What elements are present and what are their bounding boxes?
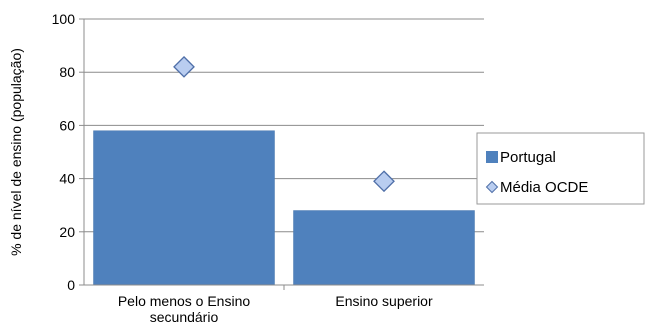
y-tick-labels: 0 20 40 60 80 100	[52, 11, 76, 293]
legend: Portugal Média OCDE	[485, 149, 588, 196]
axes	[83, 19, 484, 290]
markers	[173, 55, 395, 193]
legend-swatch-media-ocde	[485, 180, 499, 194]
legend-swatch-portugal	[486, 151, 498, 163]
y-tick-label: 0	[67, 277, 75, 293]
y-axis-label: % de nível de ensino (população)	[8, 48, 24, 256]
x-tick-label: Ensino superior	[335, 293, 433, 309]
y-tick-label: 60	[59, 117, 75, 133]
legend-box	[476, 132, 645, 205]
marker-media-ocde	[173, 55, 195, 78]
bar-portugal	[93, 130, 275, 286]
x-tick-label: Pelo menos o Ensino	[118, 293, 251, 309]
y-tick-label: 20	[59, 224, 75, 240]
marker-media-ocde	[373, 170, 395, 193]
bars	[93, 130, 475, 286]
legend-label-portugal: Portugal	[500, 149, 556, 166]
y-tick-label: 100	[52, 11, 76, 27]
legend-label-media-ocde: Média OCDE	[500, 179, 588, 196]
y-tick-label: 40	[59, 171, 75, 187]
bar-portugal	[293, 210, 475, 286]
x-tick-label: secundário	[150, 309, 219, 325]
y-tick-label: 80	[59, 64, 75, 80]
